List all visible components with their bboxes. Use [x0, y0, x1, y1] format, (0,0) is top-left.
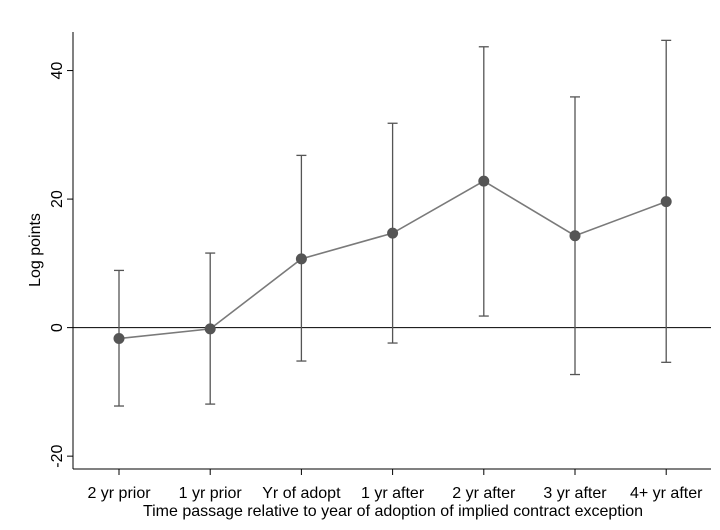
y-tick-label: 20 [49, 190, 66, 208]
y-tick-label: 40 [49, 62, 66, 80]
data-point [387, 227, 399, 239]
x-tick-label: Yr of adopt [262, 485, 341, 502]
data-point [113, 333, 125, 345]
error-bars [114, 39, 672, 407]
data-point [569, 230, 581, 242]
y-tick-label: -20 [49, 444, 66, 467]
data-point [478, 175, 490, 187]
axes [67, 32, 711, 475]
tick-labels: -20 0 20 40 2 yr prior 1 yr prior Yr of adopt 1… [49, 62, 703, 502]
x-tick-label: 2 yr prior [87, 485, 151, 502]
y-axis-title: Log points [27, 213, 44, 287]
data-point [295, 253, 307, 265]
x-tick-label: 4+ yr after [630, 485, 703, 502]
y-tick-label: 0 [49, 323, 66, 332]
x-tick-label: 2 yr after [452, 485, 516, 502]
x-tick-label: 1 yr prior [179, 485, 243, 502]
x-axis-title: Time passage relative to year of adoptio… [143, 503, 643, 520]
x-tick-label: 1 yr after [361, 485, 425, 502]
x-tick-label: 3 yr after [543, 485, 607, 502]
point-markers [113, 175, 672, 345]
data-point [660, 196, 672, 208]
data-point [204, 323, 216, 335]
